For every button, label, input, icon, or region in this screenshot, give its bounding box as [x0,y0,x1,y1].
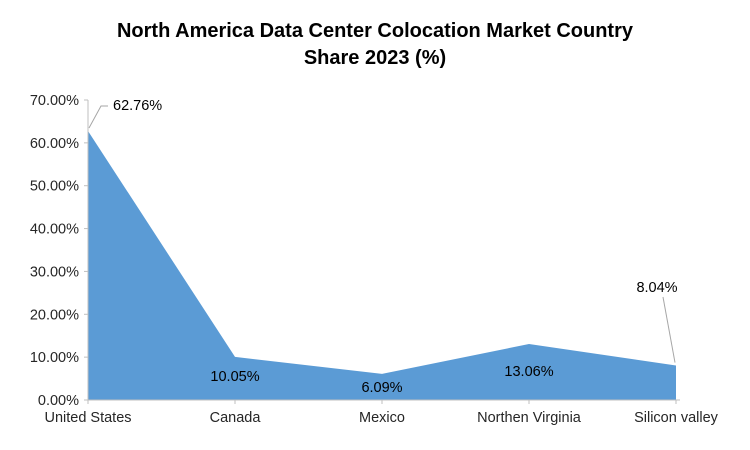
chart-title-line1: North America Data Center Colocation Mar… [116,20,633,42]
x-category-label: Canada [210,410,262,426]
leader-line-silicon-valley [662,296,676,363]
y-tick-label: 30.00% [30,264,79,280]
data-label-northen-virginia: 13.06% [504,364,553,380]
data-label-canada: 10.05% [210,369,259,385]
data-label-mexico: 6.09% [361,380,402,396]
x-category-label: United States [44,410,131,426]
x-category-label: Silicon valley [634,410,719,426]
y-tick-label: 20.00% [30,307,79,323]
area-series [88,131,676,400]
y-tick-label: 40.00% [30,222,79,238]
chart-title-line2: Share 2023 (%) [303,47,447,69]
data-label-united-states: 62.76% [113,98,162,114]
data-label-silicon-valley: 8.04% [636,280,677,296]
x-category-label: Northen Virginia [477,410,582,426]
x-category-label: Mexico [359,410,405,426]
y-tick-label: 0.00% [38,393,79,409]
y-tick-label: 50.00% [30,179,79,195]
y-tick-label: 60.00% [30,136,79,152]
chart-title: North America Data Center Colocation Mar… [0,18,750,72]
y-tick-label: 70.00% [30,93,79,109]
y-tick-label: 10.00% [30,350,79,366]
leader-line-united-states [88,105,108,129]
